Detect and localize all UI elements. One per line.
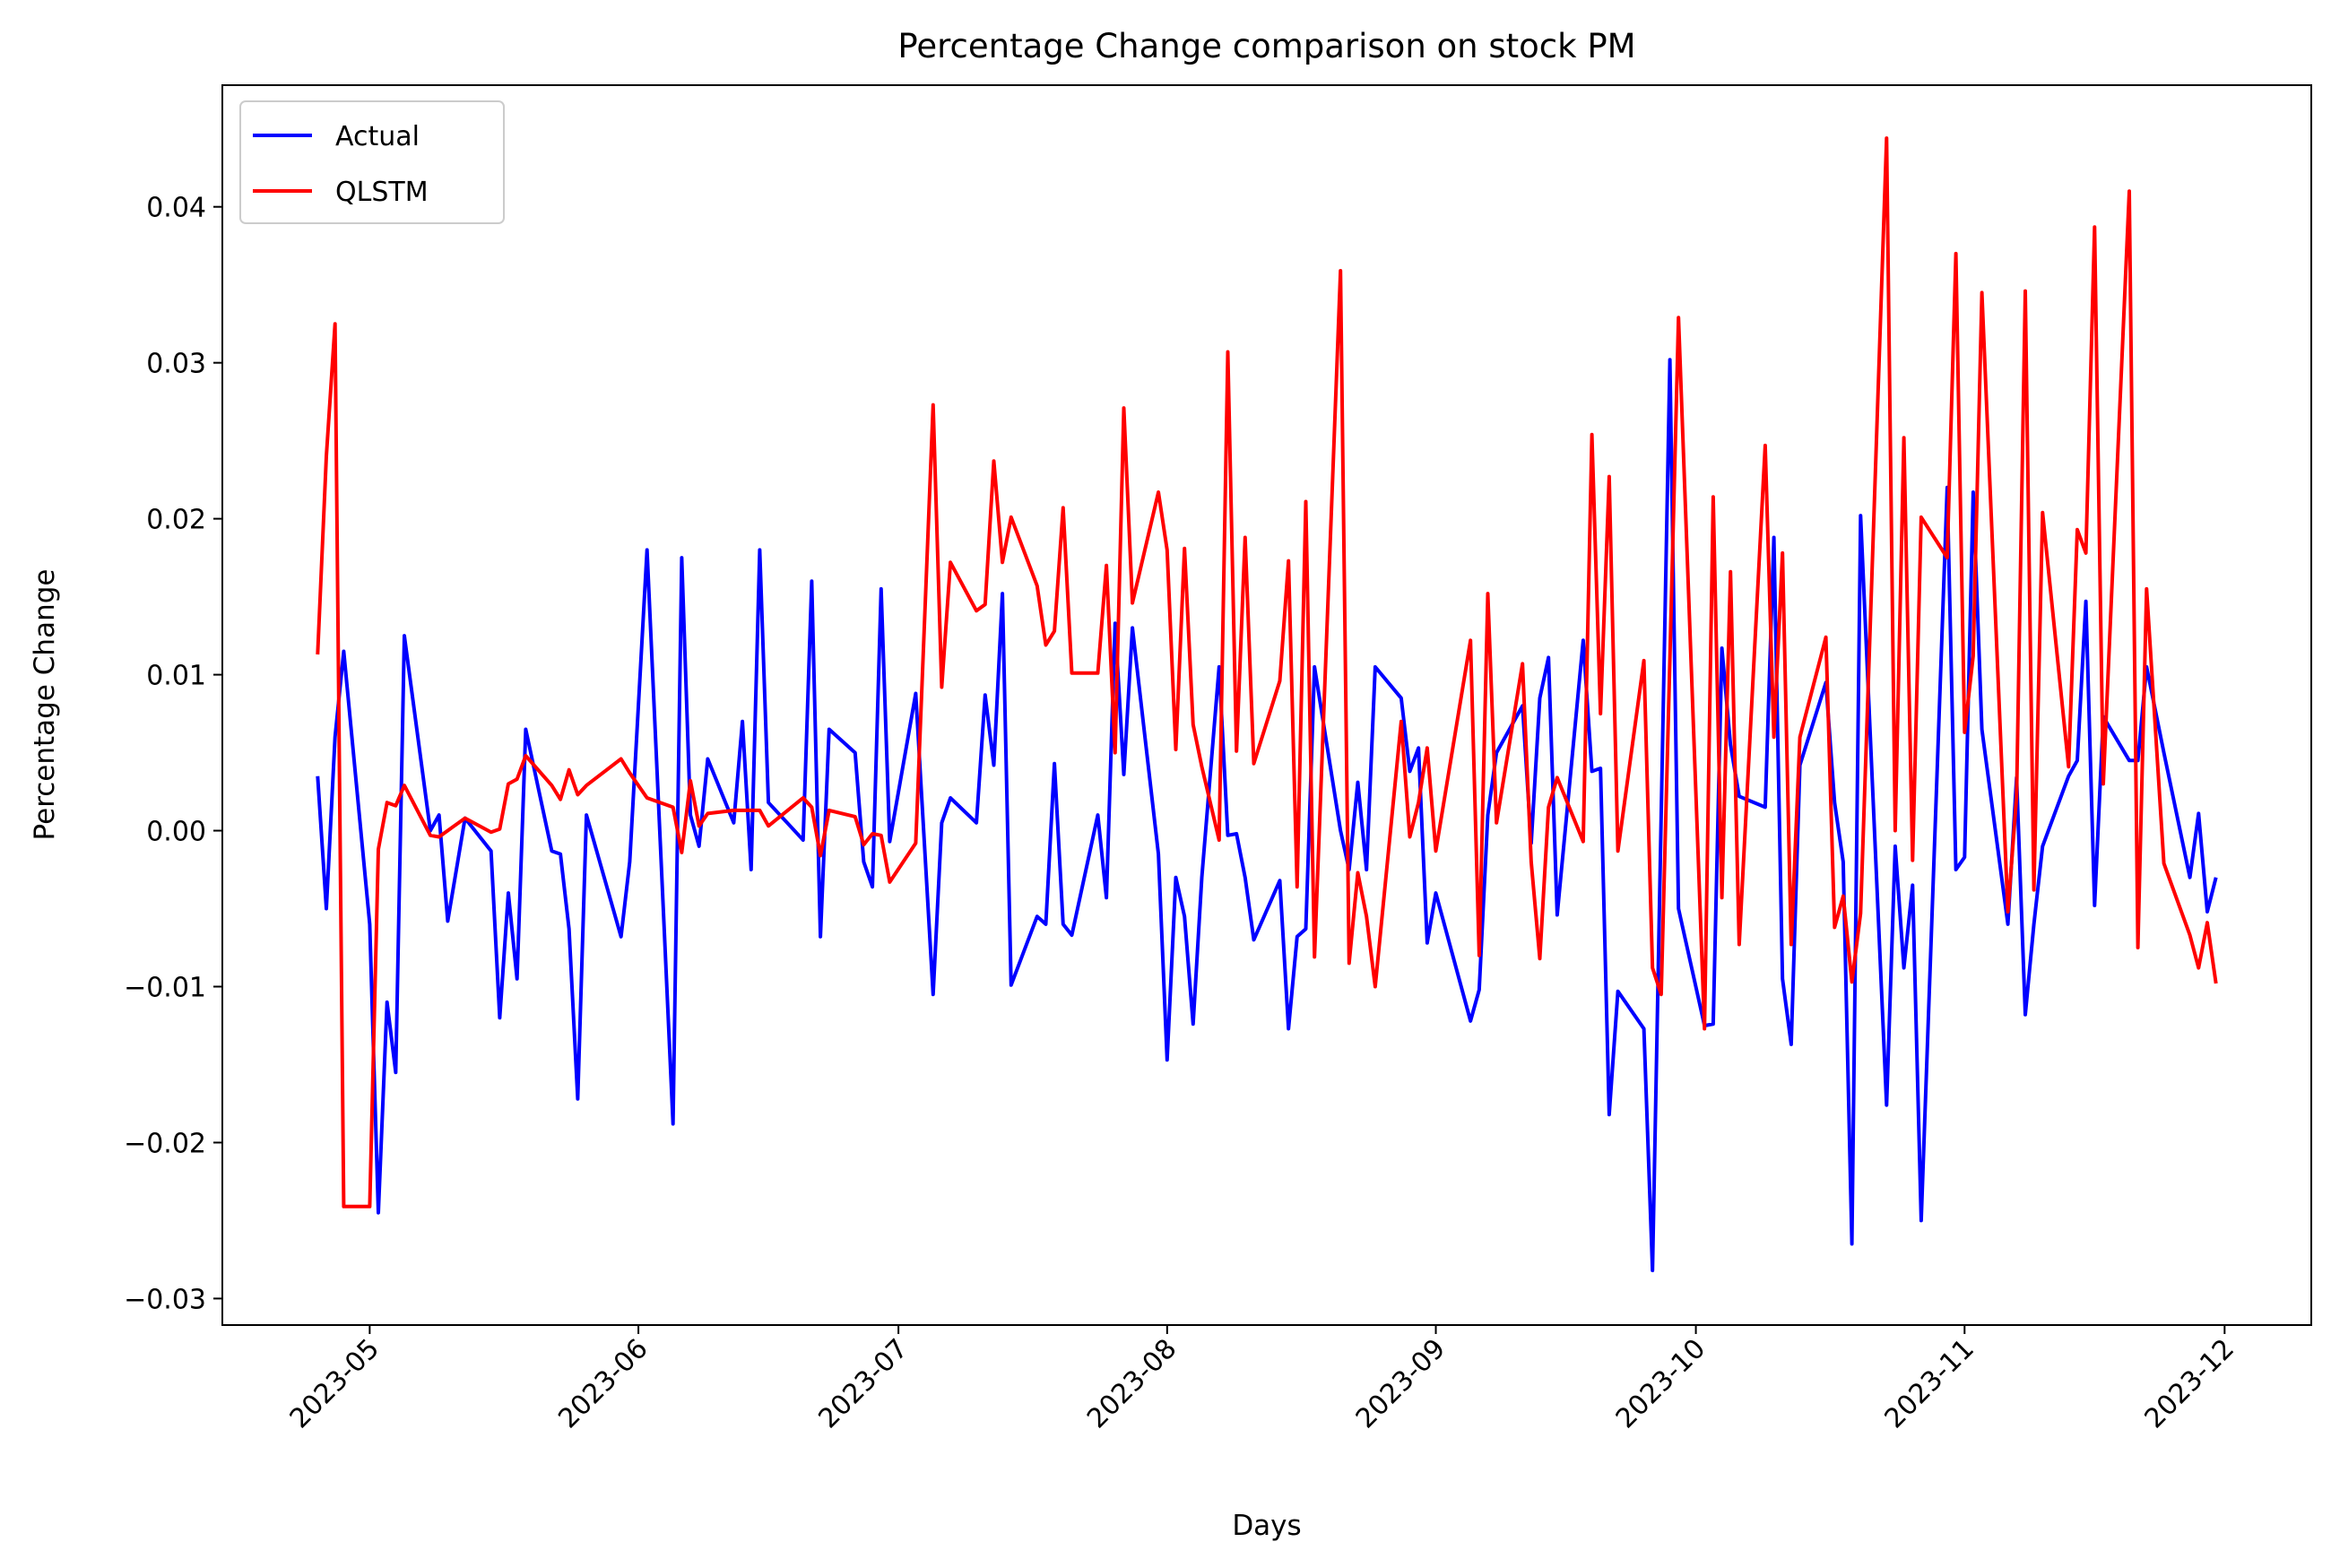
y-tick-label: 0.04 xyxy=(146,193,206,224)
plot-frame xyxy=(221,84,2312,1326)
legend: Actual QLSTM xyxy=(239,100,505,224)
y-axis-label: Percentage Change xyxy=(29,569,61,841)
legend-label: Actual xyxy=(335,121,420,152)
series-line xyxy=(316,358,2218,1273)
x-axis-label: Days xyxy=(1232,1510,1301,1542)
y-tick-label: 0.01 xyxy=(146,661,206,692)
legend-label: QLSTM xyxy=(335,177,429,208)
y-tick-label: 0.03 xyxy=(146,349,206,380)
y-tick-label: −0.03 xyxy=(124,1284,206,1315)
series-line xyxy=(316,136,2218,1208)
y-tick-label: −0.02 xyxy=(124,1128,206,1159)
y-tick-label: −0.01 xyxy=(124,973,206,1004)
y-tick-label: 0.00 xyxy=(146,817,206,848)
chart-title: Percentage Change comparison on stock PM xyxy=(897,27,1635,65)
y-tick-label: 0.02 xyxy=(146,505,206,536)
